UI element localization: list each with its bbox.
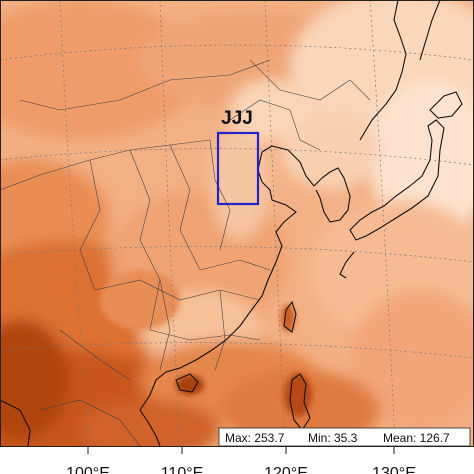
graticule [0,0,474,446]
lon-label-100: 100°E [66,465,110,474]
longitude-ticks [87,446,395,454]
province-boundaries [0,59,371,446]
lon-label-130: 130°E [372,465,416,474]
lon-label-120: 120°E [264,465,308,474]
stats-box [218,427,471,447]
stats-min: Min: 35.3 [308,431,358,445]
region-label: JJJ [221,108,253,129]
jjj-region-box [216,131,260,206]
lon-label-110: 110°E [161,465,204,474]
stats-max: Max: 253.7 [225,431,285,445]
stats-mean: Mean: 126.7 [383,431,450,445]
coastlines [0,0,463,446]
